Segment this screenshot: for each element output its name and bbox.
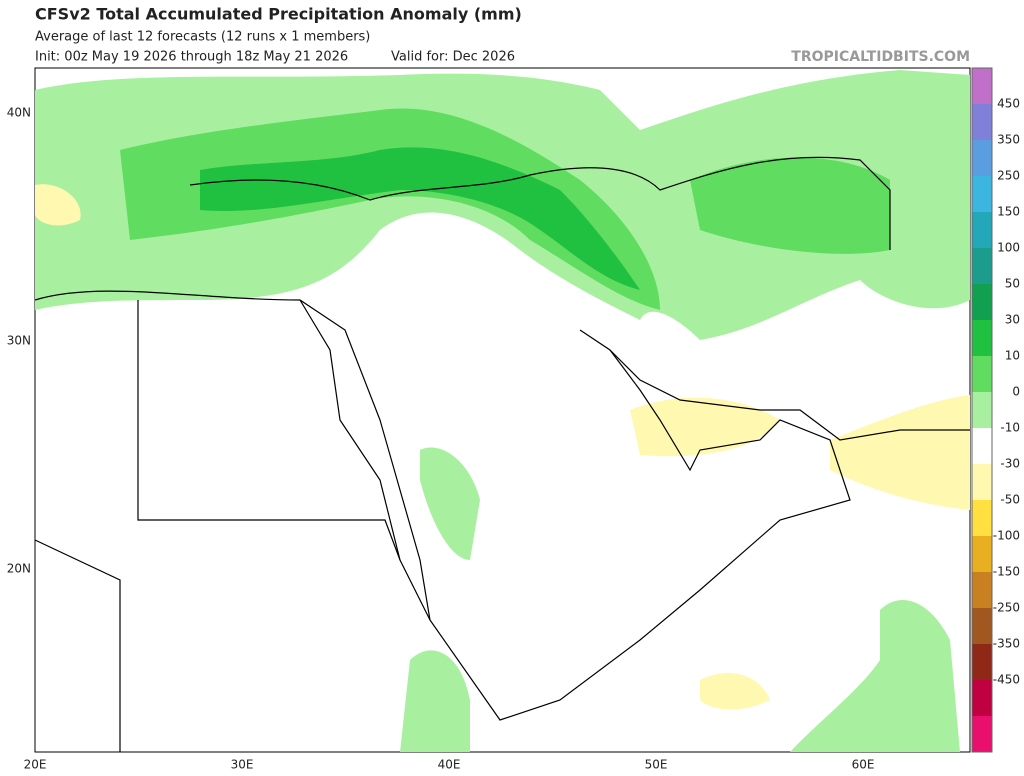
colorbar-frame — [971, 67, 993, 753]
colorbar-label: -350 — [993, 637, 1020, 651]
colorbar-label: -50 — [1000, 493, 1020, 507]
colorbar-label: 100 — [997, 241, 1020, 255]
colorbar-label: -450 — [993, 673, 1020, 687]
lon-label: 40E — [438, 758, 461, 772]
init-text: Init: 00z May 19 2026 through 18z May 21… — [35, 50, 348, 65]
colorbar-label: 30 — [1005, 313, 1020, 327]
lon-label: 60E — [852, 758, 875, 772]
watermark: TROPICALTIDBITS.COM — [791, 49, 970, 65]
colorbar-label: -100 — [993, 529, 1020, 543]
lat-label: 40N — [7, 106, 31, 120]
anomaly-fill — [35, 70, 970, 752]
lon-label: 20E — [24, 758, 47, 772]
colorbar-label: 10 — [1005, 349, 1020, 363]
colorbar-segment — [972, 644, 992, 681]
colorbar-segment — [972, 212, 992, 249]
colorbar-segment — [972, 140, 992, 177]
colorbar-segment — [972, 320, 992, 357]
colorbar-segment — [972, 248, 992, 285]
colorbar-segment — [972, 608, 992, 645]
colorbar-segment — [972, 176, 992, 213]
colorbar-label: -250 — [993, 601, 1020, 615]
colorbar-label: 150 — [997, 205, 1020, 219]
colorbar-segment — [972, 356, 992, 393]
colorbar-segment — [972, 464, 992, 501]
valid-text: Valid for: Dec 2026 — [391, 50, 515, 65]
colorbar-label: 350 — [997, 133, 1020, 147]
colorbar-segment — [972, 284, 992, 321]
subtitle: Average of last 12 forecasts (12 runs x … — [35, 30, 370, 45]
coastlines — [35, 156, 970, 752]
colorbar-label: -10 — [1000, 421, 1020, 435]
lon-label: 30E — [231, 758, 254, 772]
colorbar-label: 250 — [997, 169, 1020, 183]
colorbar-segment — [972, 536, 992, 573]
colorbar-label: -150 — [993, 565, 1020, 579]
lon-label: 50E — [645, 758, 668, 772]
colorbar-segment — [972, 428, 992, 465]
colorbar-label: 0 — [1012, 385, 1020, 399]
colorbar-segment — [972, 68, 992, 105]
colorbar-segment — [972, 500, 992, 537]
lat-label: 20N — [7, 562, 31, 576]
lat-label: 30N — [7, 334, 31, 348]
colorbar-label: 450 — [997, 97, 1020, 111]
colorbar-segment — [972, 104, 992, 141]
colorbar-segment — [972, 680, 992, 717]
colorbar-segment — [972, 572, 992, 609]
colorbar-label: -30 — [1000, 457, 1020, 471]
colorbar-label: 50 — [1005, 277, 1020, 291]
map — [34, 67, 971, 753]
colorbar-segment — [972, 716, 992, 753]
colorbar-segment — [972, 392, 992, 429]
title: CFSv2 Total Accumulated Precipitation An… — [35, 5, 522, 24]
